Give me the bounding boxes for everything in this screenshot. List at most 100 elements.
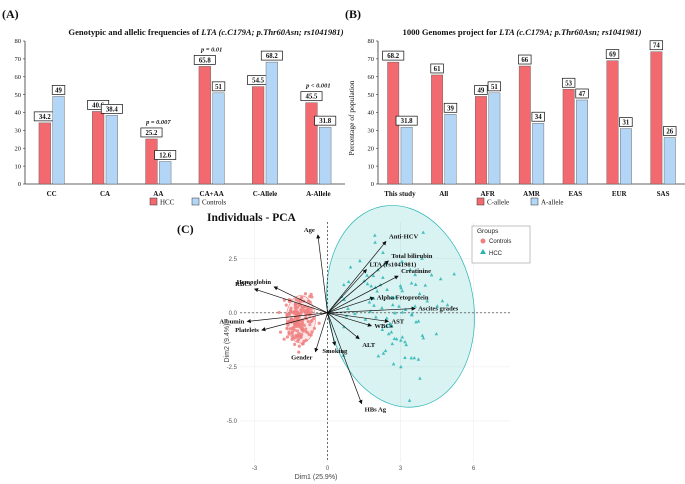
hcc-point: [371, 273, 376, 278]
hcc-point: [420, 256, 424, 260]
pca-vector-label: LTA (rs1041981): [369, 262, 416, 269]
panel-a-value-label: 34.2: [39, 114, 51, 121]
panel-a-category-label: CA: [100, 190, 110, 198]
hcc-point: [423, 283, 428, 287]
panel-a-bar: [92, 111, 105, 185]
pca-vector-label: WBCs: [374, 323, 393, 330]
legend-hcc-marker: [480, 249, 486, 254]
panel-b-value-box: [649, 40, 664, 51]
panel-b-y-axis: 0 10 20 30 40 50 60 70 80: [368, 38, 685, 188]
hcc-point: [384, 316, 389, 320]
pca-vector-arrow: [327, 240, 387, 314]
panel-b-y-tick-label: 20: [368, 145, 375, 152]
panel-a-y-tick-label: 70: [15, 56, 22, 63]
hcc-point: [403, 307, 408, 311]
panel-a-category-label: A-Allele: [306, 190, 331, 198]
panel-b-category-label: All: [439, 190, 448, 198]
hcc-point: [440, 298, 445, 303]
pca-y-tick-label: 0.0: [229, 311, 238, 317]
hcc-point: [380, 306, 384, 310]
hcc-point: [412, 355, 417, 360]
controls-point: [307, 333, 311, 337]
panel-a-value-box: [154, 150, 177, 160]
hcc-point: [404, 342, 409, 347]
panel-a-value-label: 68.2: [266, 53, 278, 60]
panel-a-value-label: 12.6: [159, 152, 171, 159]
hcc-point: [383, 348, 388, 353]
hcc-point: [367, 300, 372, 304]
hcc-point: [400, 310, 405, 314]
panel-b-bar: [532, 123, 545, 185]
panel-b-value-label: 69: [609, 52, 616, 59]
hcc-point: [342, 325, 346, 329]
panel-b-bar: [650, 51, 663, 185]
panel-b-bar: [475, 96, 487, 185]
pca-y-tick-label: 2.5: [229, 257, 238, 263]
panel-b-bar: [576, 99, 588, 185]
pca-vector-label: ALT: [362, 342, 376, 349]
panel-b-y-tick-label: 0: [371, 181, 374, 188]
hcc-point: [374, 315, 378, 319]
controls-point: [293, 342, 297, 346]
hcc-point: [394, 337, 399, 341]
pca-legend: Groups Controls HCC: [471, 225, 531, 264]
hcc-point: [400, 259, 404, 263]
hcc-point: [358, 258, 362, 263]
controls-point: [277, 310, 281, 315]
panel-b-y-tick-label: 80: [368, 38, 375, 45]
panel-b-y-tick-label: 10: [368, 163, 375, 170]
hcc-point: [342, 282, 346, 287]
legend-label-c-allele: C-allele: [487, 199, 509, 207]
hcc-point: [372, 303, 376, 307]
panel-a-p-value: p = 0.007: [145, 119, 171, 126]
hcc-point: [380, 327, 385, 331]
panel-b-value-label: 51: [491, 84, 498, 91]
hcc-point: [407, 398, 412, 402]
hcc-point: [373, 233, 377, 237]
pca-vector-label: Hemoglobin: [237, 279, 272, 286]
controls-point: [303, 292, 308, 296]
panel-a-y-tick-label: 20: [15, 145, 22, 152]
hcc-point: [413, 282, 418, 286]
panel-a-y-tick-label: 0: [18, 181, 21, 188]
panel-a: (A) Genotypic and allelic frequencies of…: [2, 7, 345, 207]
hcc-point: [373, 240, 377, 244]
panel-b-bar: [620, 128, 632, 185]
panel-b-category-label: AFR: [480, 190, 495, 198]
legend-swatch-hcc: [149, 197, 158, 206]
hcc-point: [452, 272, 456, 276]
pca-vector-label: Creatinine: [401, 268, 431, 275]
panel-b-value-label: 53: [565, 80, 572, 87]
panel-b-bar: [518, 65, 531, 185]
panel-a-y-tick-label: 60: [15, 74, 22, 81]
hcc-point: [365, 281, 370, 286]
pca-x-axis-title: Dim1 (25.9%): [295, 474, 338, 481]
panel-b-value-box: [487, 81, 501, 92]
pca-vector-label: Total bilirubin: [391, 253, 432, 260]
panel-c-label: (C): [177, 222, 194, 236]
panel-a-p-value: p = 0.01: [200, 46, 222, 53]
pca-vector-label: AST: [391, 318, 404, 325]
controls-point: [285, 312, 289, 316]
hcc-point: [363, 317, 368, 321]
pca-vector-label: Smoking: [322, 348, 348, 355]
hcc-point: [429, 273, 434, 277]
panel-b-value-box: [382, 50, 405, 61]
panel-a-value-label: 40.6: [92, 102, 104, 109]
pca-legend-controls: Controls: [489, 239, 511, 245]
panel-a-value-box: [260, 50, 283, 61]
panel-b-value-label: 26: [666, 129, 673, 136]
panel-b-value-label: 47: [579, 91, 586, 98]
hcc-point: [362, 279, 367, 283]
panel-a-y-tick-label: 40: [15, 110, 22, 117]
panel-b-bar: [444, 114, 457, 185]
hcc-point: [409, 356, 414, 360]
legend-label-hcc: HCC: [160, 199, 175, 207]
pca-x-tick-label: 3: [399, 466, 403, 472]
hcc-point: [388, 321, 392, 326]
hcc-point: [418, 376, 422, 380]
controls-point: [310, 330, 314, 334]
panel-a-bar: [265, 61, 278, 185]
hcc-point: [389, 330, 394, 334]
pca-vector-label: Ascites grades: [418, 305, 459, 312]
